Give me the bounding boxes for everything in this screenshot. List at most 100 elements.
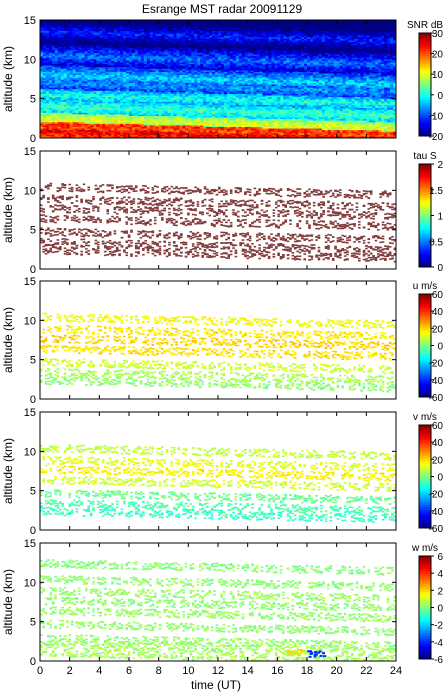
heat-cell [390, 46, 394, 49]
heat-cell [182, 29, 186, 32]
heat-cell [191, 20, 195, 22]
heat-cell [182, 32, 186, 35]
heat-cell [238, 51, 243, 54]
heat-cell [140, 35, 145, 38]
heat-cell [283, 31, 287, 33]
heat-cell [188, 29, 192, 32]
heat-cell [241, 56, 245, 59]
heat-cell [381, 31, 385, 33]
heat-cell [381, 78, 385, 81]
heat-cell [298, 68, 302, 71]
heat-cell [307, 78, 311, 81]
heat-cell [295, 79, 299, 82]
heat-cell [167, 70, 171, 73]
heat-cell [295, 53, 299, 55]
heat-cell [312, 35, 317, 38]
heat-cell [54, 70, 59, 73]
heat-cell [333, 70, 337, 73]
heat-cell [197, 38, 201, 41]
heat-cell [69, 75, 73, 77]
heat-cell [66, 75, 70, 77]
heat-cell [69, 62, 73, 65]
heat-cell [232, 37, 237, 40]
heat-cell [75, 45, 79, 48]
heat-cell [176, 84, 180, 87]
heat-cell [295, 64, 299, 66]
heat-cell [137, 60, 142, 63]
heat-cell [256, 59, 260, 62]
heat-cell [126, 75, 130, 77]
heat-cell [63, 64, 67, 66]
heat-cell [218, 37, 222, 40]
heat-cell [387, 56, 391, 59]
heat-cell [351, 38, 355, 41]
heat-cell [318, 81, 323, 84]
heat-cell [161, 49, 165, 52]
heat-cell [164, 68, 168, 71]
heat-cell [348, 56, 352, 59]
heat-cell [60, 54, 65, 57]
heat-cell [298, 56, 302, 59]
heat-cell [304, 53, 308, 55]
heat-cell [215, 29, 219, 32]
heat-cell [72, 73, 76, 76]
heat-cell [111, 71, 115, 74]
heat-cell [315, 26, 320, 29]
heat-cell [220, 82, 225, 85]
heat-cell [105, 70, 109, 73]
heat-cell [381, 65, 385, 68]
heat-cell [129, 23, 133, 26]
heat-cell [182, 40, 186, 43]
heat-cell [182, 84, 186, 87]
heat-cell [271, 70, 275, 73]
heat-cell [247, 21, 251, 24]
heat-cell [173, 31, 177, 33]
heat-cell [161, 64, 165, 66]
heat-cell [182, 20, 186, 22]
heat-cell [330, 21, 334, 24]
heat-cell [152, 62, 156, 65]
heat-cell [351, 56, 355, 59]
heat-cell [312, 53, 317, 55]
heat-cell [229, 26, 234, 29]
heat-cell [120, 68, 124, 71]
heat-cell [229, 84, 234, 87]
heat-cell [131, 82, 136, 85]
heat-cell [301, 48, 305, 51]
heat-cell [238, 73, 243, 76]
heat-cell [215, 54, 219, 57]
heat-cell [289, 37, 293, 40]
heat-cell [342, 54, 346, 57]
heat-cell [131, 42, 136, 44]
heat-cell [149, 59, 154, 62]
heat-cell [366, 26, 370, 29]
heat-cell [384, 78, 388, 81]
heat-cell [375, 45, 379, 48]
heat-cell [321, 27, 326, 30]
heat-cell [90, 29, 94, 32]
heat-cell [292, 20, 296, 22]
heat-cell [131, 40, 136, 43]
heat-cell [203, 32, 207, 35]
heat-cell [315, 49, 320, 52]
heat-cell [363, 68, 367, 71]
heat-cell [152, 71, 156, 74]
heat-cell [277, 75, 281, 77]
heat-cell [99, 57, 103, 60]
heat-cell [333, 20, 337, 22]
heat-cell [268, 24, 272, 27]
heat-cell [212, 60, 216, 63]
heat-cell [363, 70, 367, 73]
heat-cell [384, 23, 388, 26]
heat-cell [215, 71, 219, 74]
heat-cell [105, 27, 109, 30]
heat-cell [161, 32, 165, 35]
heat-cell [182, 81, 186, 84]
heat-cell [256, 73, 260, 76]
heat-cell [295, 54, 299, 57]
heat-cell [339, 49, 343, 52]
heat-cell [72, 43, 76, 46]
heat-cell [206, 64, 210, 66]
heat-cell [99, 60, 103, 63]
heat-cell [102, 51, 106, 54]
